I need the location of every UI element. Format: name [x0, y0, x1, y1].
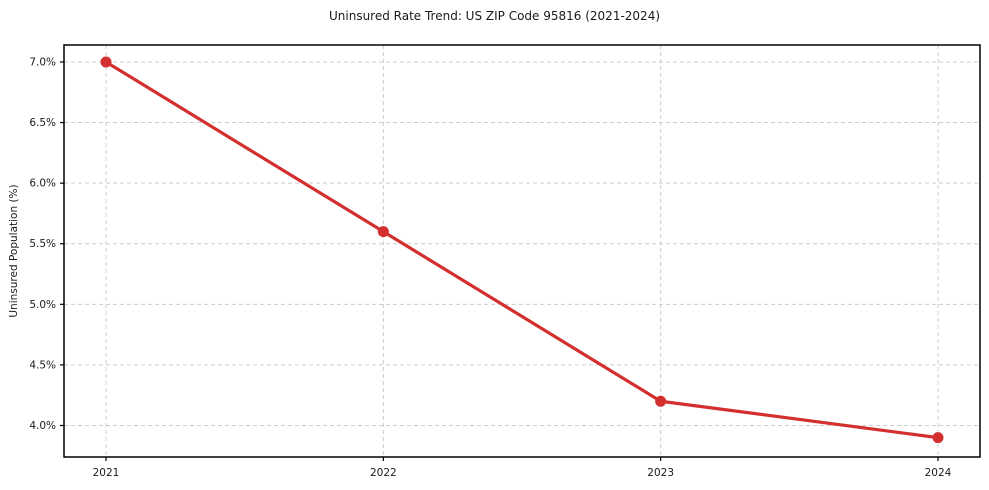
data-point — [655, 395, 667, 407]
data-point — [377, 226, 389, 238]
x-tick-label: 2022 — [370, 467, 397, 479]
y-tick-label: 6.0% — [29, 178, 56, 190]
y-tick-label: 5.0% — [29, 299, 56, 311]
y-tick-label: 6.5% — [29, 117, 56, 129]
chart-title: Uninsured Rate Trend: US ZIP Code 95816 … — [328, 9, 661, 23]
y-tick-label: 5.5% — [29, 238, 56, 250]
data-point — [932, 432, 944, 444]
y-tick-label: 4.5% — [29, 359, 56, 371]
y-tick-label: 7.0% — [29, 56, 56, 68]
y-tick-label: 4.0% — [29, 420, 56, 432]
x-tick-label: 2024 — [925, 467, 952, 479]
x-tick-label: 2021 — [93, 467, 120, 479]
trend-line — [104, 60, 940, 440]
x-tick-label: 2023 — [647, 467, 674, 479]
plot-border — [63, 44, 981, 458]
data-point — [100, 56, 112, 68]
